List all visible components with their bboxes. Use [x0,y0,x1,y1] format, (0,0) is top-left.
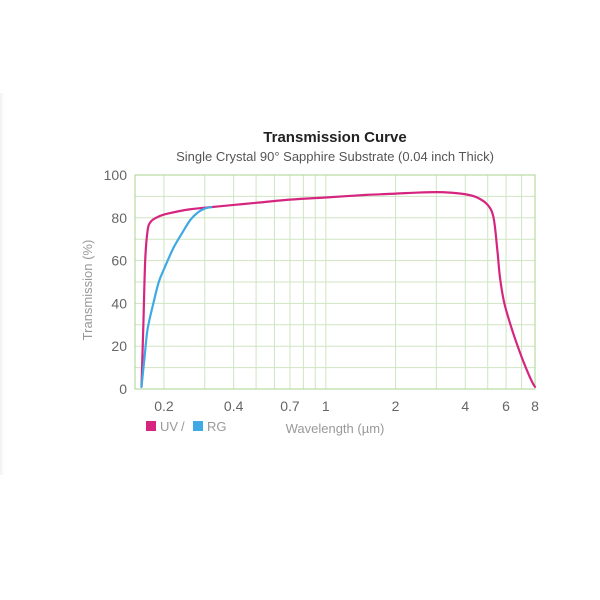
y-tick-label: 80 [111,210,127,226]
series-line-uv [140,191,537,388]
chart-panel: Transmission Curve Single Crystal 90° Sa… [0,93,600,475]
chart-svg: Transmission Curve Single Crystal 90° Sa… [80,129,539,436]
y-tick-label: 40 [111,295,127,311]
x-tick-label: 0.7 [280,398,300,414]
y-tick-label: 20 [111,338,127,354]
x-tick-label: 0.2 [154,398,174,414]
x-tick-label: 2 [392,398,400,414]
x-tick-label: 0.4 [224,398,244,414]
chart-subtitle: Single Crystal 90° Sapphire Substrate (0… [176,149,494,164]
plot-frame [134,174,536,390]
x-tick-label: 6 [502,398,510,414]
legend-label-uv: UV [160,419,178,434]
legend-swatch-uv [146,421,156,431]
chart-title: Transmission Curve [263,129,406,146]
grid [135,175,535,389]
y-tick-label: 60 [111,253,127,269]
legend-swatch-rg [193,421,203,431]
y-tick-label: 100 [104,167,128,183]
x-tick-label: 4 [461,398,469,414]
x-axis-ticks: 0.2 0.4 0.7 1 2 4 6 8 [154,398,539,414]
series-layer [140,191,537,388]
series-line-rg [140,206,213,388]
y-tick-label: 0 [119,381,127,397]
legend: UV / RG [146,419,227,434]
x-tick-label: 1 [322,398,330,414]
x-axis-title: Wavelength (µm) [286,421,385,436]
y-axis-title: Transmission (%) [80,240,95,341]
legend-label-rg: RG [207,419,227,434]
legend-separator: / [181,419,185,434]
y-axis-ticks: 0 20 40 60 80 100 [104,167,128,397]
x-tick-label: 8 [531,398,539,414]
